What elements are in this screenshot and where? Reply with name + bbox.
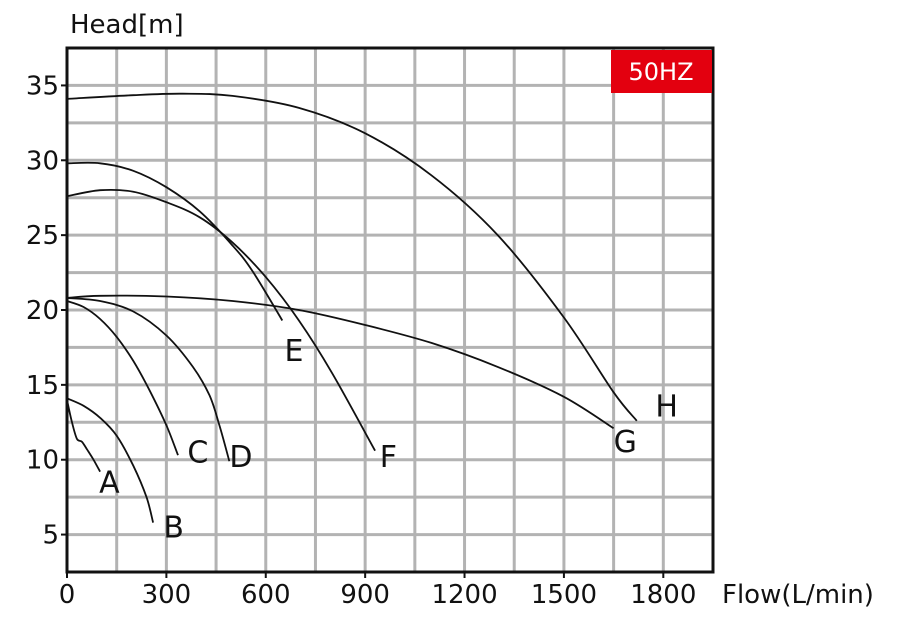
y-tick-label: 35 xyxy=(26,71,59,101)
curve-label-h: H xyxy=(655,389,678,424)
x-tick-label: 1500 xyxy=(531,580,597,610)
curve-labels: A B C D E F GH xyxy=(99,334,678,546)
curve-h xyxy=(66,92,638,422)
curve-c xyxy=(66,300,179,456)
x-tick-label: 1800 xyxy=(630,580,696,610)
curve-label-d: D xyxy=(229,440,252,475)
y-tick-labels: 5 10 15 20 25 30 35 xyxy=(26,71,67,551)
curve-b xyxy=(66,397,154,523)
y-tick-label: 20 xyxy=(26,296,59,326)
curve-label-e: E xyxy=(284,334,303,369)
frequency-badge: 50HZ xyxy=(611,50,712,93)
curve-label-c: C xyxy=(187,436,208,471)
y-tick-label: 30 xyxy=(26,146,59,176)
frequency-badge-text: 50HZ xyxy=(628,58,693,86)
curve-f xyxy=(66,188,376,452)
x-axis-label: Flow(L/min) xyxy=(722,580,874,610)
curve-d xyxy=(66,297,231,462)
y-tick-label: 15 xyxy=(26,371,59,401)
curve-label-f: F xyxy=(380,440,397,475)
x-tick-labels: 0 300 600 900 1200 1500 1800 xyxy=(59,572,696,610)
curve-a xyxy=(66,399,101,473)
frequency-badge-background xyxy=(611,50,712,93)
curve-label-g: G xyxy=(614,425,637,460)
x-tick-label: 900 xyxy=(340,580,390,610)
y-axis-label: Head[m] xyxy=(70,10,184,40)
x-tick-label: 0 xyxy=(59,580,76,610)
grid xyxy=(67,48,713,572)
curve-e xyxy=(66,161,284,321)
curve-g xyxy=(66,294,615,430)
curve-label-a: A xyxy=(99,466,120,501)
y-tick-label: 5 xyxy=(42,521,59,551)
x-tick-label: 600 xyxy=(241,580,291,610)
curve-label-b: B xyxy=(163,511,184,546)
y-tick-label: 25 xyxy=(26,221,59,251)
x-tick-label: 1200 xyxy=(431,580,497,610)
y-tick-label: 10 xyxy=(26,446,59,476)
x-tick-label: 300 xyxy=(142,580,192,610)
curves xyxy=(66,92,638,523)
